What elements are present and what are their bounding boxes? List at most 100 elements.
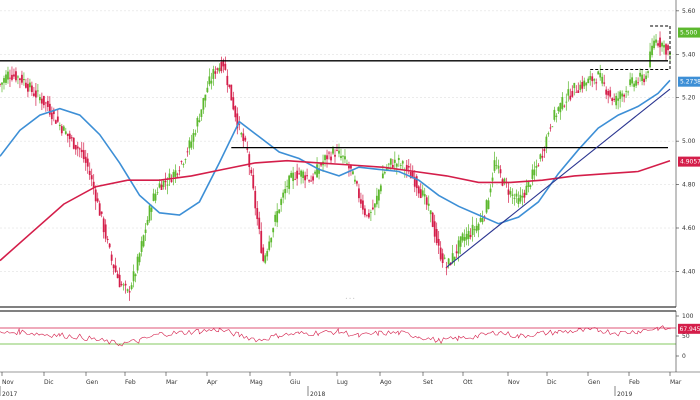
candle-body <box>593 79 596 81</box>
rsi-tick-label: 50 <box>682 333 690 340</box>
candle-body <box>358 188 360 199</box>
candle-body <box>108 243 111 248</box>
candle-body <box>324 155 326 161</box>
candle-body <box>475 225 478 232</box>
candle-body <box>138 253 141 263</box>
candle-body <box>395 163 398 167</box>
x-tick-label: Ago <box>380 379 392 386</box>
candle-body <box>659 37 661 48</box>
candle-body <box>230 84 233 101</box>
candle-body <box>493 160 496 171</box>
candle-body <box>413 176 416 187</box>
candle-body <box>242 133 245 142</box>
y-tick-label: 4.40 <box>682 268 696 275</box>
candle-body <box>633 83 636 87</box>
candle-body <box>196 117 199 127</box>
candle-body <box>453 256 456 260</box>
candle-body <box>286 185 289 187</box>
candle-body <box>280 199 283 205</box>
candle-body <box>64 131 67 134</box>
candle-body <box>54 120 57 124</box>
candle-body <box>667 45 669 51</box>
candle-body <box>98 203 101 216</box>
candle-body <box>274 214 277 222</box>
candle-body <box>629 79 632 86</box>
rsi-value-badge <box>678 323 700 334</box>
candle-body <box>423 194 426 197</box>
candle-body <box>373 203 376 208</box>
candle-body <box>367 213 370 218</box>
candle-body <box>561 97 564 109</box>
candle-body <box>601 76 604 84</box>
candle-body <box>0 84 1 85</box>
candle-body <box>467 230 470 240</box>
candle-body <box>649 51 651 68</box>
candle-body <box>549 127 552 129</box>
candle-body <box>268 241 271 250</box>
candle-body <box>312 176 314 181</box>
candle-body <box>236 113 239 129</box>
candle-body <box>443 257 446 259</box>
candle-body <box>479 218 482 222</box>
candle-body <box>651 45 653 56</box>
candle-body <box>42 95 45 106</box>
candle-body <box>619 91 622 99</box>
candle-body <box>252 174 255 189</box>
candle-body <box>411 171 414 179</box>
candle-body <box>469 234 472 238</box>
candle-body <box>429 210 432 215</box>
candle-body <box>198 120 201 123</box>
candle-body <box>531 169 534 179</box>
candle-body <box>1 82 3 85</box>
candle-body <box>118 274 121 288</box>
candle-body <box>9 77 11 79</box>
candle-body <box>262 247 265 261</box>
y-tick-label: 5.60 <box>682 8 696 15</box>
candle-body <box>180 161 183 162</box>
x-tick-label: Feb <box>125 379 136 386</box>
rsi-tick-label: 100 <box>682 313 694 320</box>
candle-body <box>348 165 350 169</box>
candle-body <box>92 181 95 189</box>
candle-body <box>44 102 47 104</box>
candle-body <box>34 90 37 98</box>
candle-body <box>623 94 626 97</box>
candle-body <box>302 171 304 179</box>
x-tick-label: Mar <box>166 379 178 386</box>
candle-body <box>130 285 133 289</box>
candle-body <box>507 189 510 195</box>
candle-body <box>535 165 538 168</box>
year-label: 2017 <box>2 391 17 398</box>
candle-body <box>366 214 368 216</box>
x-tick-label: Dic <box>547 379 557 386</box>
candle-body <box>369 212 372 213</box>
candle-body <box>186 151 189 153</box>
candle-body <box>202 98 205 110</box>
candle-body <box>641 74 643 81</box>
candle-body <box>635 80 638 86</box>
candle-body <box>292 172 295 182</box>
candle-body <box>346 163 348 165</box>
candle-body <box>461 233 464 241</box>
candle-body <box>419 189 422 198</box>
candle-body <box>32 93 35 96</box>
candle-body <box>665 44 667 55</box>
candle-body <box>210 80 213 84</box>
candle-body <box>154 193 157 201</box>
candle-body <box>521 196 524 198</box>
candle-body <box>344 156 346 160</box>
price-candles <box>0 31 671 301</box>
candle-body <box>136 256 139 271</box>
candle-body <box>439 247 442 260</box>
value-badge <box>678 27 700 38</box>
candle-body <box>617 98 620 101</box>
candle-body <box>244 137 247 141</box>
candle-body <box>232 97 235 110</box>
candle-body <box>84 156 87 163</box>
candle-body <box>3 78 5 83</box>
candle-body <box>304 175 306 181</box>
candle-body <box>653 40 655 49</box>
candle-body <box>19 78 21 81</box>
candle-body <box>435 229 438 243</box>
